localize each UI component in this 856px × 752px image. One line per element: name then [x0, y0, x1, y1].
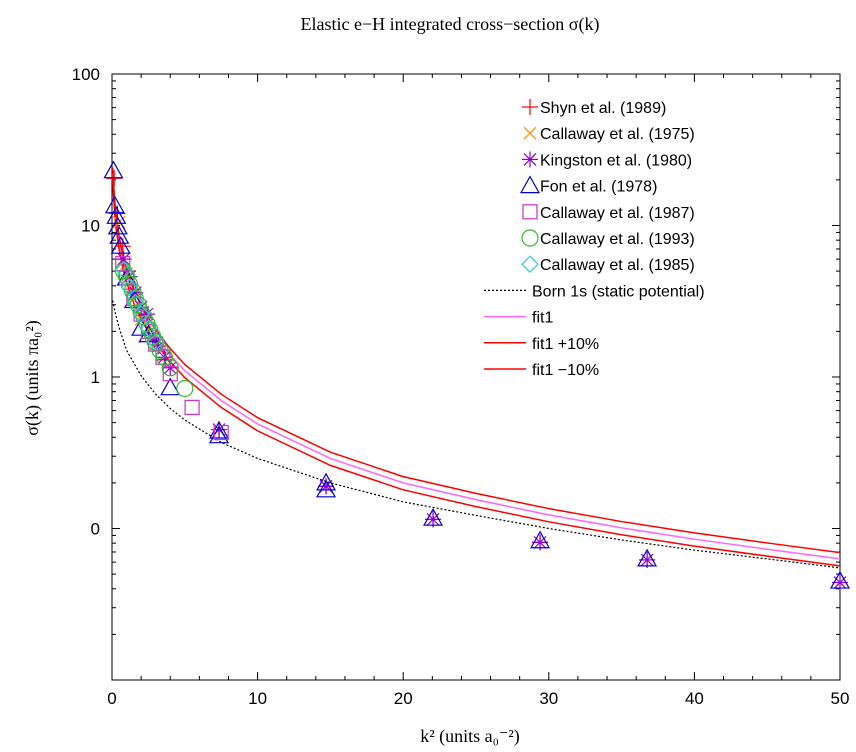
point-callaway-et-al-1987 [213, 424, 229, 441]
legend-born-1s-static-potential-label: Born 1s (static potential) [532, 283, 705, 300]
y-tick-label: 0 [91, 520, 100, 539]
y-tick-label: 10 [81, 217, 100, 236]
x-axis-label: k² (units a₀⁻²) [420, 726, 520, 747]
point-callaway-et-al-1985 [139, 319, 158, 338]
legend-fit1-10-label: fit1 −10% [532, 362, 599, 379]
legend-callaway-et-al-1975-marker [523, 126, 537, 140]
legend-fon-et-al-1978-marker [519, 175, 541, 194]
legend-fit1-label: fit1 [532, 310, 553, 327]
point-fon-et-al-1978 [107, 216, 128, 235]
point-callaway-et-al-1987 [184, 399, 200, 415]
plot-border [111, 73, 841, 681]
legend-fon-et-al-1978-label: Fon et al. (1978) [540, 179, 657, 196]
legend-callaway-et-al-1993-marker [521, 229, 539, 247]
point-fon-et-al-1978 [316, 472, 337, 491]
legend-kingston-et-al-1980-marker [522, 151, 538, 168]
curve-born-1s-static-potential [112, 300, 841, 569]
point-fon-et-al-1978 [106, 206, 127, 224]
point-fon-et-al-1978 [423, 507, 444, 526]
legend-shyn-et-al-1989-label: Shyn et al. (1989) [540, 100, 666, 117]
plot-area [111, 73, 841, 681]
data-points [103, 160, 851, 591]
curve-fit1-10 [111, 167, 841, 554]
legend-callaway-et-al-1985-label: Callaway et al. (1985) [540, 257, 695, 274]
legend-callaway-et-al-1987-marker [522, 204, 538, 220]
x-tick-label: 50 [831, 689, 850, 708]
point-callaway-et-al-1993 [161, 359, 179, 377]
chart-title: Elastic e−H integrated cross−section σ(k… [301, 14, 600, 35]
point-fon-et-al-1978 [829, 570, 851, 589]
legend-callaway-et-al-1975-label: Callaway et al. (1975) [540, 126, 695, 143]
y-axis-label: σ(k) (units πa₀²) [22, 320, 43, 435]
legend-callaway-et-al-1985-marker [521, 255, 539, 274]
point-fon-et-al-1978 [637, 548, 658, 567]
point-callaway-et-al-1993 [176, 379, 194, 398]
point-fon-et-al-1978 [530, 530, 551, 549]
y-tick-label: 100 [72, 65, 100, 84]
point-callaway-et-al-1985 [146, 333, 165, 351]
y-tick-label: 1 [91, 368, 100, 387]
point-kingston-et-al-1980 [211, 421, 228, 438]
y-axis: 0 1 10 100 [72, 65, 840, 635]
curve-fit1-10 [111, 180, 841, 567]
fit-curves [111, 167, 841, 569]
legend-callaway-et-al-1993-label: Callaway et al. (1993) [540, 231, 695, 248]
x-tick-label: 0 [107, 689, 116, 708]
x-tick-label: 40 [685, 689, 704, 708]
point-callaway-et-al-1985 [120, 278, 139, 297]
point-callaway-et-al-1993 [155, 348, 174, 366]
x-tick-label: 30 [539, 689, 558, 708]
point-fon-et-al-1978 [316, 479, 337, 498]
point-fon-et-al-1978 [109, 225, 130, 244]
point-callaway-et-al-1987 [162, 366, 178, 382]
curve-fit1 [111, 173, 841, 560]
point-fon-et-al-1978 [110, 235, 131, 254]
point-callaway-et-al-1985 [126, 293, 145, 312]
legend-fit1-10-label: fit1 +10% [532, 336, 599, 353]
legend-callaway-et-al-1987-label: Callaway et al. (1987) [540, 205, 695, 222]
x-tick-label: 20 [394, 689, 413, 708]
legend-kingston-et-al-1980-label: Kingston et al. (1980) [540, 152, 692, 169]
x-axis: 0 10 20 30 40 50 [107, 74, 849, 708]
point-fon-et-al-1978 [160, 377, 181, 396]
point-callaway-et-al-1985 [114, 260, 133, 279]
point-fon-et-al-1978 [104, 195, 125, 214]
x-tick-label: 10 [248, 689, 267, 708]
point-callaway-et-al-1993 [132, 303, 150, 321]
point-fon-et-al-1978 [103, 160, 124, 179]
legend-shyn-et-al-1989-marker [522, 99, 538, 115]
legend: Shyn et al. (1989) Callaway et al. (1975)… [484, 99, 705, 379]
point-callaway-et-al-1985 [132, 305, 150, 323]
point-kingston-et-al-1980 [138, 306, 155, 323]
point-callaway-et-al-1975 [112, 215, 126, 229]
